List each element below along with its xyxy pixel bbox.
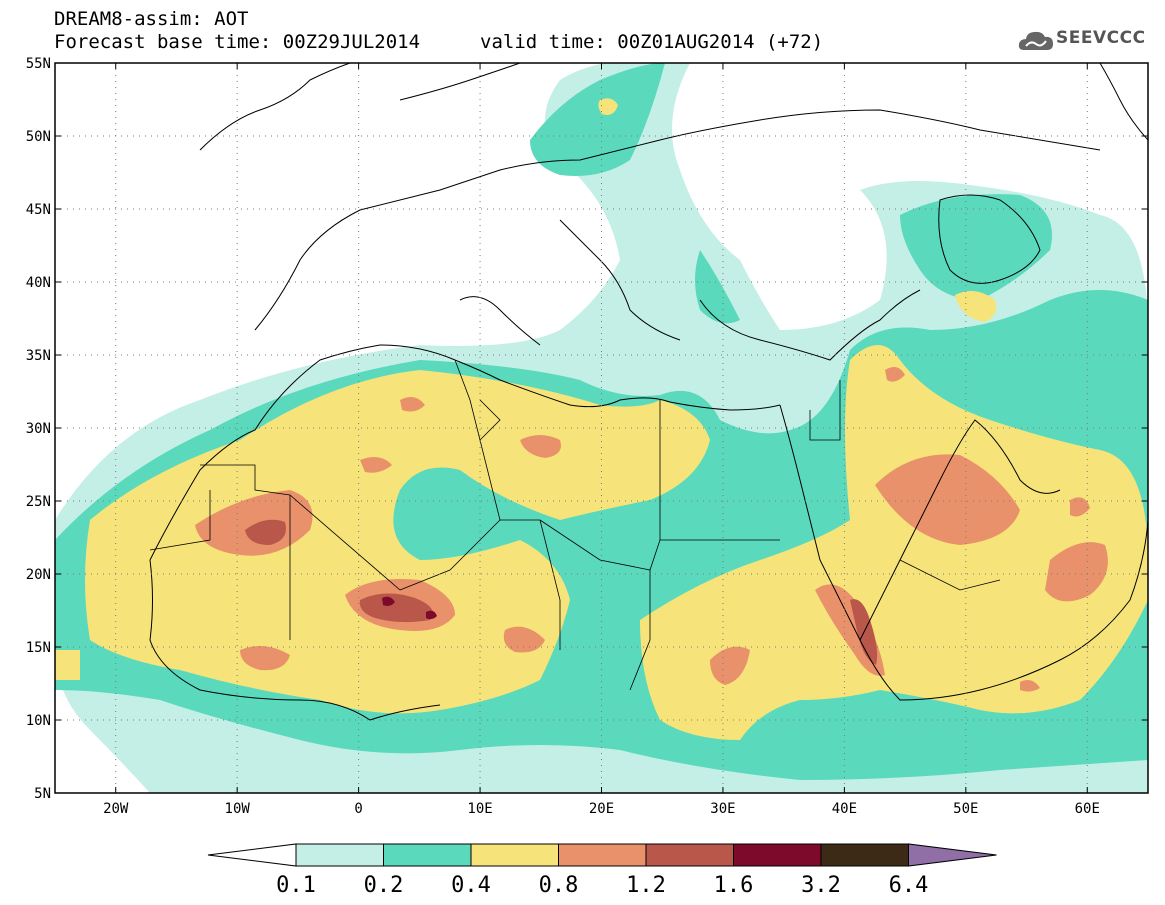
aot-band-0.4 <box>55 98 1148 740</box>
lon-tick-label: 30E <box>710 801 735 817</box>
lon-tick-label: 10E <box>467 801 492 817</box>
forecast-base-time: Forecast base time: 00Z29JUL2014 <box>54 31 421 53</box>
lat-tick-label: 55N <box>26 56 51 72</box>
colorbar-label: 0.4 <box>451 873 491 898</box>
lat-tick-label: 40N <box>26 275 51 291</box>
colorbar-segment <box>645 843 734 867</box>
coastlines <box>149 63 1148 721</box>
country-borders <box>149 359 1001 691</box>
graticule <box>55 63 1148 793</box>
aot-band-0.8 <box>195 366 1108 692</box>
colorbar-min-arrow <box>207 843 297 867</box>
colorbar-label: 0.1 <box>276 873 316 898</box>
lon-tick-label: 50E <box>953 801 978 817</box>
lon-tick-label: 0 <box>354 801 362 817</box>
colorbar-segment <box>733 843 822 867</box>
lat-tick-label: 50N <box>26 129 51 145</box>
lat-tick-label: 35N <box>26 348 51 364</box>
colorbar-label: 6.4 <box>889 873 929 898</box>
valid-time: valid time: 00Z01AUG2014 (+72) <box>480 31 824 53</box>
lat-tick-label: 30N <box>26 421 51 437</box>
colorbar-segment <box>295 843 384 867</box>
colorbar-segment <box>383 843 472 867</box>
lat-tick-label: 25N <box>26 494 51 510</box>
lat-tick-label: 15N <box>26 640 51 656</box>
map-title: DREAM8-assim: AOT <box>54 8 249 30</box>
lat-tick-label: 20N <box>26 567 51 583</box>
lon-labels: 20W 10W 0 10E 20E 30E 40E 50E 60E <box>103 801 1100 817</box>
colorbar-label: 3.2 <box>801 873 841 898</box>
colorbar-label: 1.6 <box>714 873 754 898</box>
lat-tick-label: 5N <box>34 786 51 802</box>
colorbar-max-arrow <box>908 843 997 867</box>
logo-text: SEEVCCC <box>1056 28 1146 48</box>
lon-tick-label: 40E <box>832 801 857 817</box>
colorbar-label: 1.2 <box>626 873 666 898</box>
lon-tick-label: 10W <box>225 801 251 817</box>
lat-labels: 55N 50N 45N 40N 35N 30N 25N 20N 15N 10N 5N <box>26 56 51 802</box>
colorbar-segment <box>470 843 559 867</box>
colorbar-labels: 0.1 0.2 0.4 0.8 1.2 1.6 3.2 6.4 <box>276 873 928 898</box>
axis-ticks <box>55 62 1148 794</box>
colorbar-segment <box>558 843 647 867</box>
colorbar-segment <box>820 843 909 867</box>
colorbar-label: 0.2 <box>364 873 404 898</box>
cloud-logo-icon <box>1018 31 1053 50</box>
lat-tick-label: 10N <box>26 713 51 729</box>
aot-band-1.6 <box>382 596 437 620</box>
lon-tick-label: 60E <box>1075 801 1100 817</box>
aot-field <box>55 63 1148 793</box>
colorbar-label: 0.8 <box>539 873 579 898</box>
lat-tick-label: 45N <box>26 202 51 218</box>
lon-tick-label: 20E <box>589 801 614 817</box>
lon-tick-label: 20W <box>103 801 129 817</box>
colorbar <box>207 843 997 867</box>
